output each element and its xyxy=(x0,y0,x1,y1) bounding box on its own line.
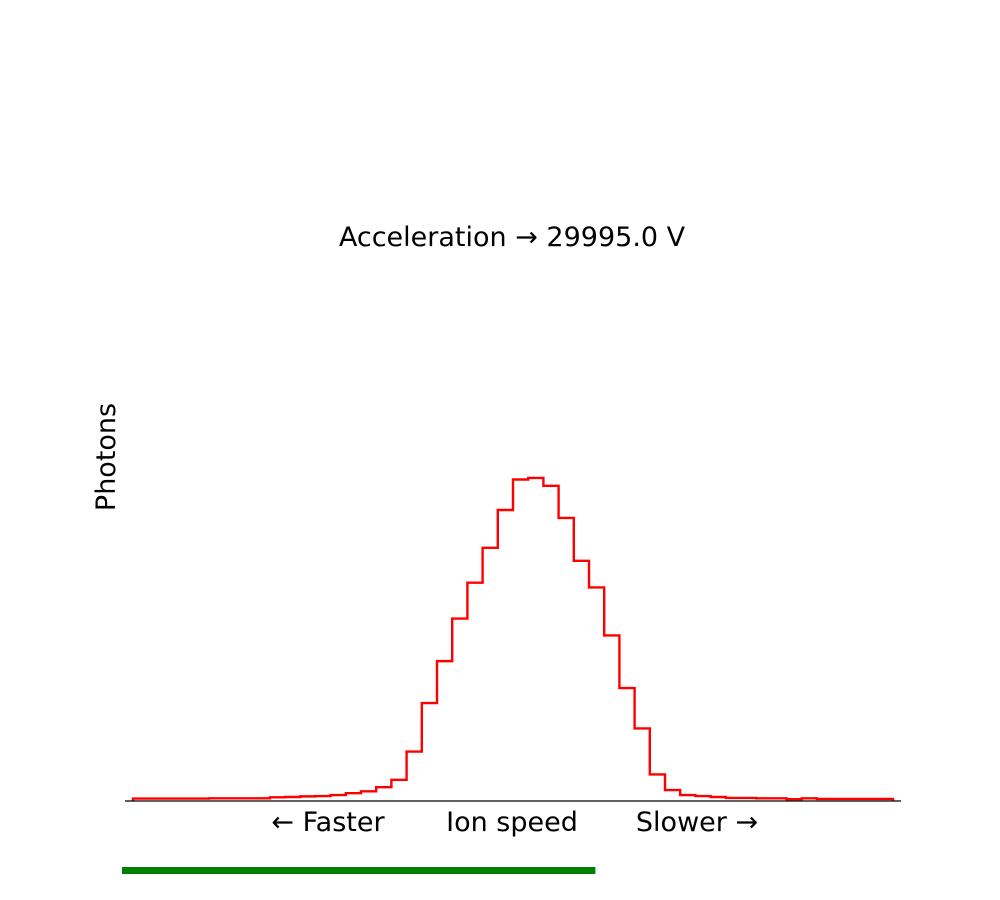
histogram-bin xyxy=(148,799,163,801)
histogram-bin xyxy=(452,619,467,801)
histogram-bin xyxy=(543,486,558,801)
histogram-bin xyxy=(391,780,406,801)
histogram-bin xyxy=(711,797,726,800)
histogram-bin xyxy=(255,798,270,800)
histogram-line xyxy=(131,476,895,801)
histogram-bin xyxy=(422,703,437,800)
histogram-bin xyxy=(285,797,300,800)
histogram-bin xyxy=(878,799,893,801)
histogram-bin xyxy=(604,635,619,800)
histogram-bin xyxy=(483,548,498,801)
progress-bar xyxy=(122,867,596,874)
histogram-bin xyxy=(741,798,756,801)
histogram-bin xyxy=(179,799,194,801)
x-label-ion-speed: Ion speed xyxy=(446,807,578,838)
histogram-bin xyxy=(224,798,239,800)
histogram-bin xyxy=(665,790,680,800)
histogram-bin xyxy=(315,796,330,800)
histogram-bin xyxy=(437,661,452,800)
x-label-faster: ← Faster xyxy=(271,807,385,838)
histogram-bin xyxy=(574,561,589,801)
histogram-bin xyxy=(650,774,665,800)
histogram-bin xyxy=(194,799,209,801)
histogram-bin xyxy=(346,793,361,800)
x-label-slower: Slower → xyxy=(636,807,758,838)
histogram-bin xyxy=(407,752,422,801)
histogram-bin xyxy=(376,787,391,800)
histogram-bin xyxy=(635,728,650,800)
histogram-bin xyxy=(817,799,832,801)
histogram-bin xyxy=(771,798,786,800)
histogram-bin xyxy=(300,796,315,800)
histogram-series xyxy=(131,476,895,801)
histogram-bin xyxy=(559,518,574,801)
histogram-bin xyxy=(270,797,285,800)
histogram-bin xyxy=(528,478,543,801)
y-axis-label: Photons xyxy=(91,403,122,511)
histogram-bin xyxy=(695,796,710,800)
histogram-bin xyxy=(163,799,178,801)
histogram-bin xyxy=(832,799,847,801)
histogram-bin xyxy=(680,795,695,800)
histogram-bin xyxy=(726,798,741,801)
histogram-bin xyxy=(802,798,817,800)
histogram-bin xyxy=(513,480,528,801)
histogram-bin xyxy=(619,688,634,800)
histogram-bin xyxy=(498,510,513,801)
chart-title: Acceleration → 29995.0 V xyxy=(339,222,686,253)
histogram-bin xyxy=(361,791,376,800)
histogram-bin xyxy=(787,799,802,800)
histogram-bin xyxy=(756,798,771,800)
histogram-bin xyxy=(589,587,604,800)
histogram-bin xyxy=(863,799,878,801)
histogram-bin xyxy=(331,795,346,800)
histogram-bin xyxy=(467,583,482,801)
histogram-bin xyxy=(209,798,224,800)
histogram-bin xyxy=(239,798,254,800)
histogram-bin xyxy=(847,799,862,801)
histogram-bin xyxy=(133,799,148,801)
